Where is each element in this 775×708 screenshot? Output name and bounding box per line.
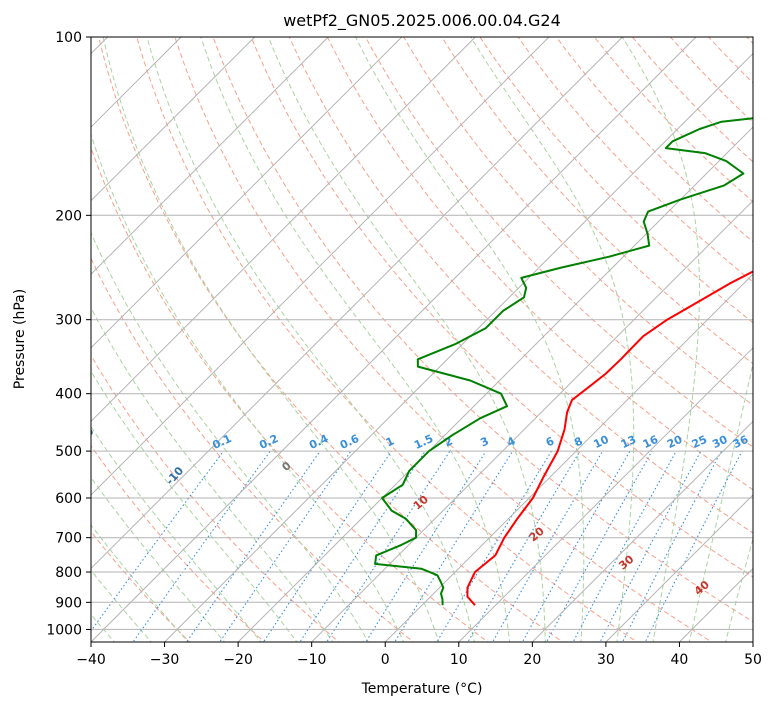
isotherm-line bbox=[164, 52, 753, 642]
isotherm-line bbox=[91, 37, 550, 496]
y-tick-label: 500 bbox=[55, 444, 82, 460]
isotherm-line bbox=[91, 37, 329, 275]
dry-adiabat-line bbox=[250, 37, 753, 578]
y-axis-label: Pressure (hPa) bbox=[12, 289, 28, 389]
chart-title: wetPf2_GN05.2025.006.00.04.G24 bbox=[283, 11, 561, 31]
dry-adiabat-line bbox=[174, 37, 713, 642]
x-tick-label: −20 bbox=[223, 652, 253, 668]
mixing-ratio-line bbox=[621, 450, 722, 642]
y-axis-ticks: 100 200 300 400 500 600 700 800 900 1000 bbox=[46, 30, 91, 638]
x-axis-ticks: −40 −30 −20 −10 0 10 20 30 40 50 bbox=[76, 642, 762, 668]
moist-adiabat-line bbox=[91, 476, 226, 642]
isotherm-line bbox=[531, 420, 753, 642]
isotherm-line bbox=[605, 494, 753, 642]
x-axis-label: Temperature (°C) bbox=[361, 681, 483, 697]
dry-adiabat-line bbox=[288, 37, 753, 534]
y-tick-label: 100 bbox=[55, 30, 82, 46]
y-tick-label: 400 bbox=[55, 387, 82, 403]
mixing-ratio-line bbox=[326, 450, 451, 642]
isotherm-line bbox=[91, 37, 403, 349]
mixing-ratio-label: 30 bbox=[710, 433, 730, 451]
mixing-ratio-line bbox=[185, 450, 321, 642]
dry-adiabat-line bbox=[326, 37, 753, 491]
isotherm-line bbox=[91, 37, 256, 202]
mixing-ratio-line bbox=[572, 450, 677, 642]
x-tick-label: −30 bbox=[150, 652, 180, 668]
mixing-ratio-line bbox=[467, 450, 581, 642]
x-tick-label: 10 bbox=[450, 652, 468, 668]
isotherm-line bbox=[311, 199, 753, 642]
mixing-ratio-label: 10 bbox=[592, 433, 612, 451]
plot-frame bbox=[90, 36, 754, 643]
isotherm-line bbox=[237, 126, 753, 642]
y-tick-label: 600 bbox=[55, 491, 82, 507]
isotherm-line bbox=[458, 347, 753, 642]
y-tick-label: 900 bbox=[55, 595, 82, 611]
mixing-ratio-label: 25 bbox=[690, 433, 709, 451]
x-tick-label: 30 bbox=[597, 652, 615, 668]
moist-adiabat-line bbox=[102, 37, 440, 642]
moist-adiabat-line bbox=[91, 370, 298, 642]
mixing-ratio-line bbox=[91, 450, 224, 632]
x-tick-label: −40 bbox=[76, 652, 106, 668]
x-tick-label: −10 bbox=[297, 652, 327, 668]
dewpoint-profile-line bbox=[374, 117, 753, 606]
y-tick-label: 800 bbox=[55, 565, 82, 581]
y-tick-label: 700 bbox=[55, 531, 82, 547]
mixing-ratio-line bbox=[262, 450, 392, 642]
background-lines bbox=[91, 37, 753, 642]
y-tick-label: 200 bbox=[55, 208, 82, 224]
mixing-ratio-line bbox=[599, 450, 702, 642]
temperature-profile-line bbox=[466, 270, 753, 606]
profile-lines bbox=[374, 117, 753, 606]
y-tick-label: 1000 bbox=[46, 622, 82, 638]
isotherm-line bbox=[384, 273, 753, 642]
mixing-ratio-line bbox=[394, 450, 514, 642]
x-tick-label: 40 bbox=[671, 652, 689, 668]
dry-adiabat-line bbox=[441, 37, 753, 365]
moist-adiabat-line bbox=[91, 425, 262, 642]
dry-adiabat-line bbox=[403, 37, 753, 406]
x-tick-label: 50 bbox=[744, 652, 762, 668]
moist-adiabat-line bbox=[91, 133, 405, 642]
isotherm-line bbox=[91, 37, 697, 642]
isotherm-line bbox=[91, 37, 476, 423]
mixing-ratio-label: 36 bbox=[731, 433, 751, 451]
x-tick-label: 0 bbox=[381, 652, 390, 668]
x-tick-label: 20 bbox=[523, 652, 541, 668]
mixing-ratio-line bbox=[299, 450, 426, 642]
y-tick-label: 300 bbox=[55, 313, 82, 329]
isotherm-line bbox=[91, 37, 623, 570]
dry-adiabat-label: -20 bbox=[74, 425, 97, 449]
mixing-ratio-label: 16 bbox=[641, 433, 661, 451]
mixing-ratio-label: 20 bbox=[665, 433, 685, 451]
mixing-ratio-line bbox=[219, 450, 352, 642]
mixing-ratio-label: 13 bbox=[619, 433, 638, 451]
mixing-ratio-line bbox=[132, 450, 271, 642]
